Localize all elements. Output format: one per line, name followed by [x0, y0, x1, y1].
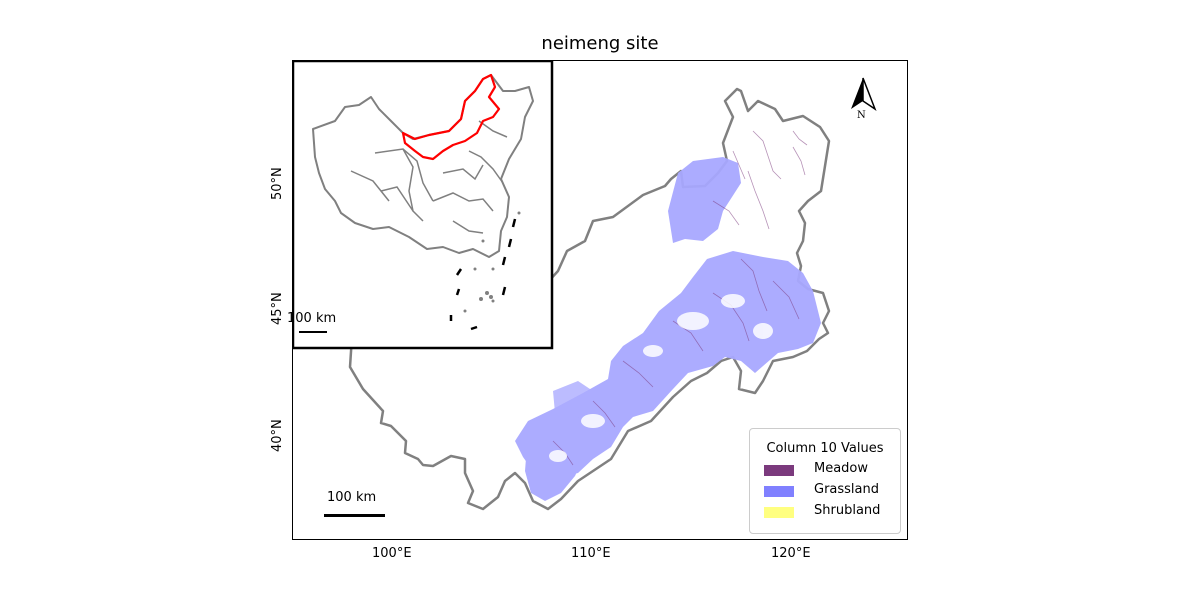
x-tick-label-120E: 120°E: [771, 546, 811, 561]
y-tick-label-45N: 45°N: [270, 292, 285, 325]
map-canvas: [293, 61, 877, 517]
y-tick-label-50N: 50°N: [270, 167, 285, 200]
inset-map: [293, 61, 554, 350]
inset-highlight-region: [401, 73, 501, 161]
legend: Column 10 Values Meadow Grassland Shrubl…: [749, 428, 901, 534]
y-tick-label-40N: 40°N: [270, 419, 285, 452]
scale-bar-inset-label: 100 km: [287, 311, 337, 326]
map-frame: [292, 60, 908, 540]
scale-bar-main-label: 100 km: [327, 490, 377, 505]
legend-swatch-meadow: [764, 465, 794, 476]
legend-label-grassland: Grassland: [814, 482, 879, 497]
scale-bar-inset: [299, 331, 327, 333]
chart-title: neimeng site: [541, 33, 659, 54]
north-label: N: [857, 110, 866, 121]
legend-title: Column 10 Values: [766, 441, 884, 456]
x-tick-label-110E: 110°E: [571, 546, 611, 561]
legend-label-shrubland: Shrubland: [814, 503, 881, 518]
x-tick-label-100E: 100°E: [372, 546, 412, 561]
north-arrow-icon: [851, 77, 877, 111]
legend-swatch-grassland: [764, 486, 794, 497]
legend-label-meadow: Meadow: [814, 461, 869, 476]
white-patches: [549, 191, 797, 462]
grassland-layer: [515, 157, 821, 501]
scale-bar-main: [324, 514, 385, 517]
legend-swatch-shrubland: [764, 507, 794, 518]
